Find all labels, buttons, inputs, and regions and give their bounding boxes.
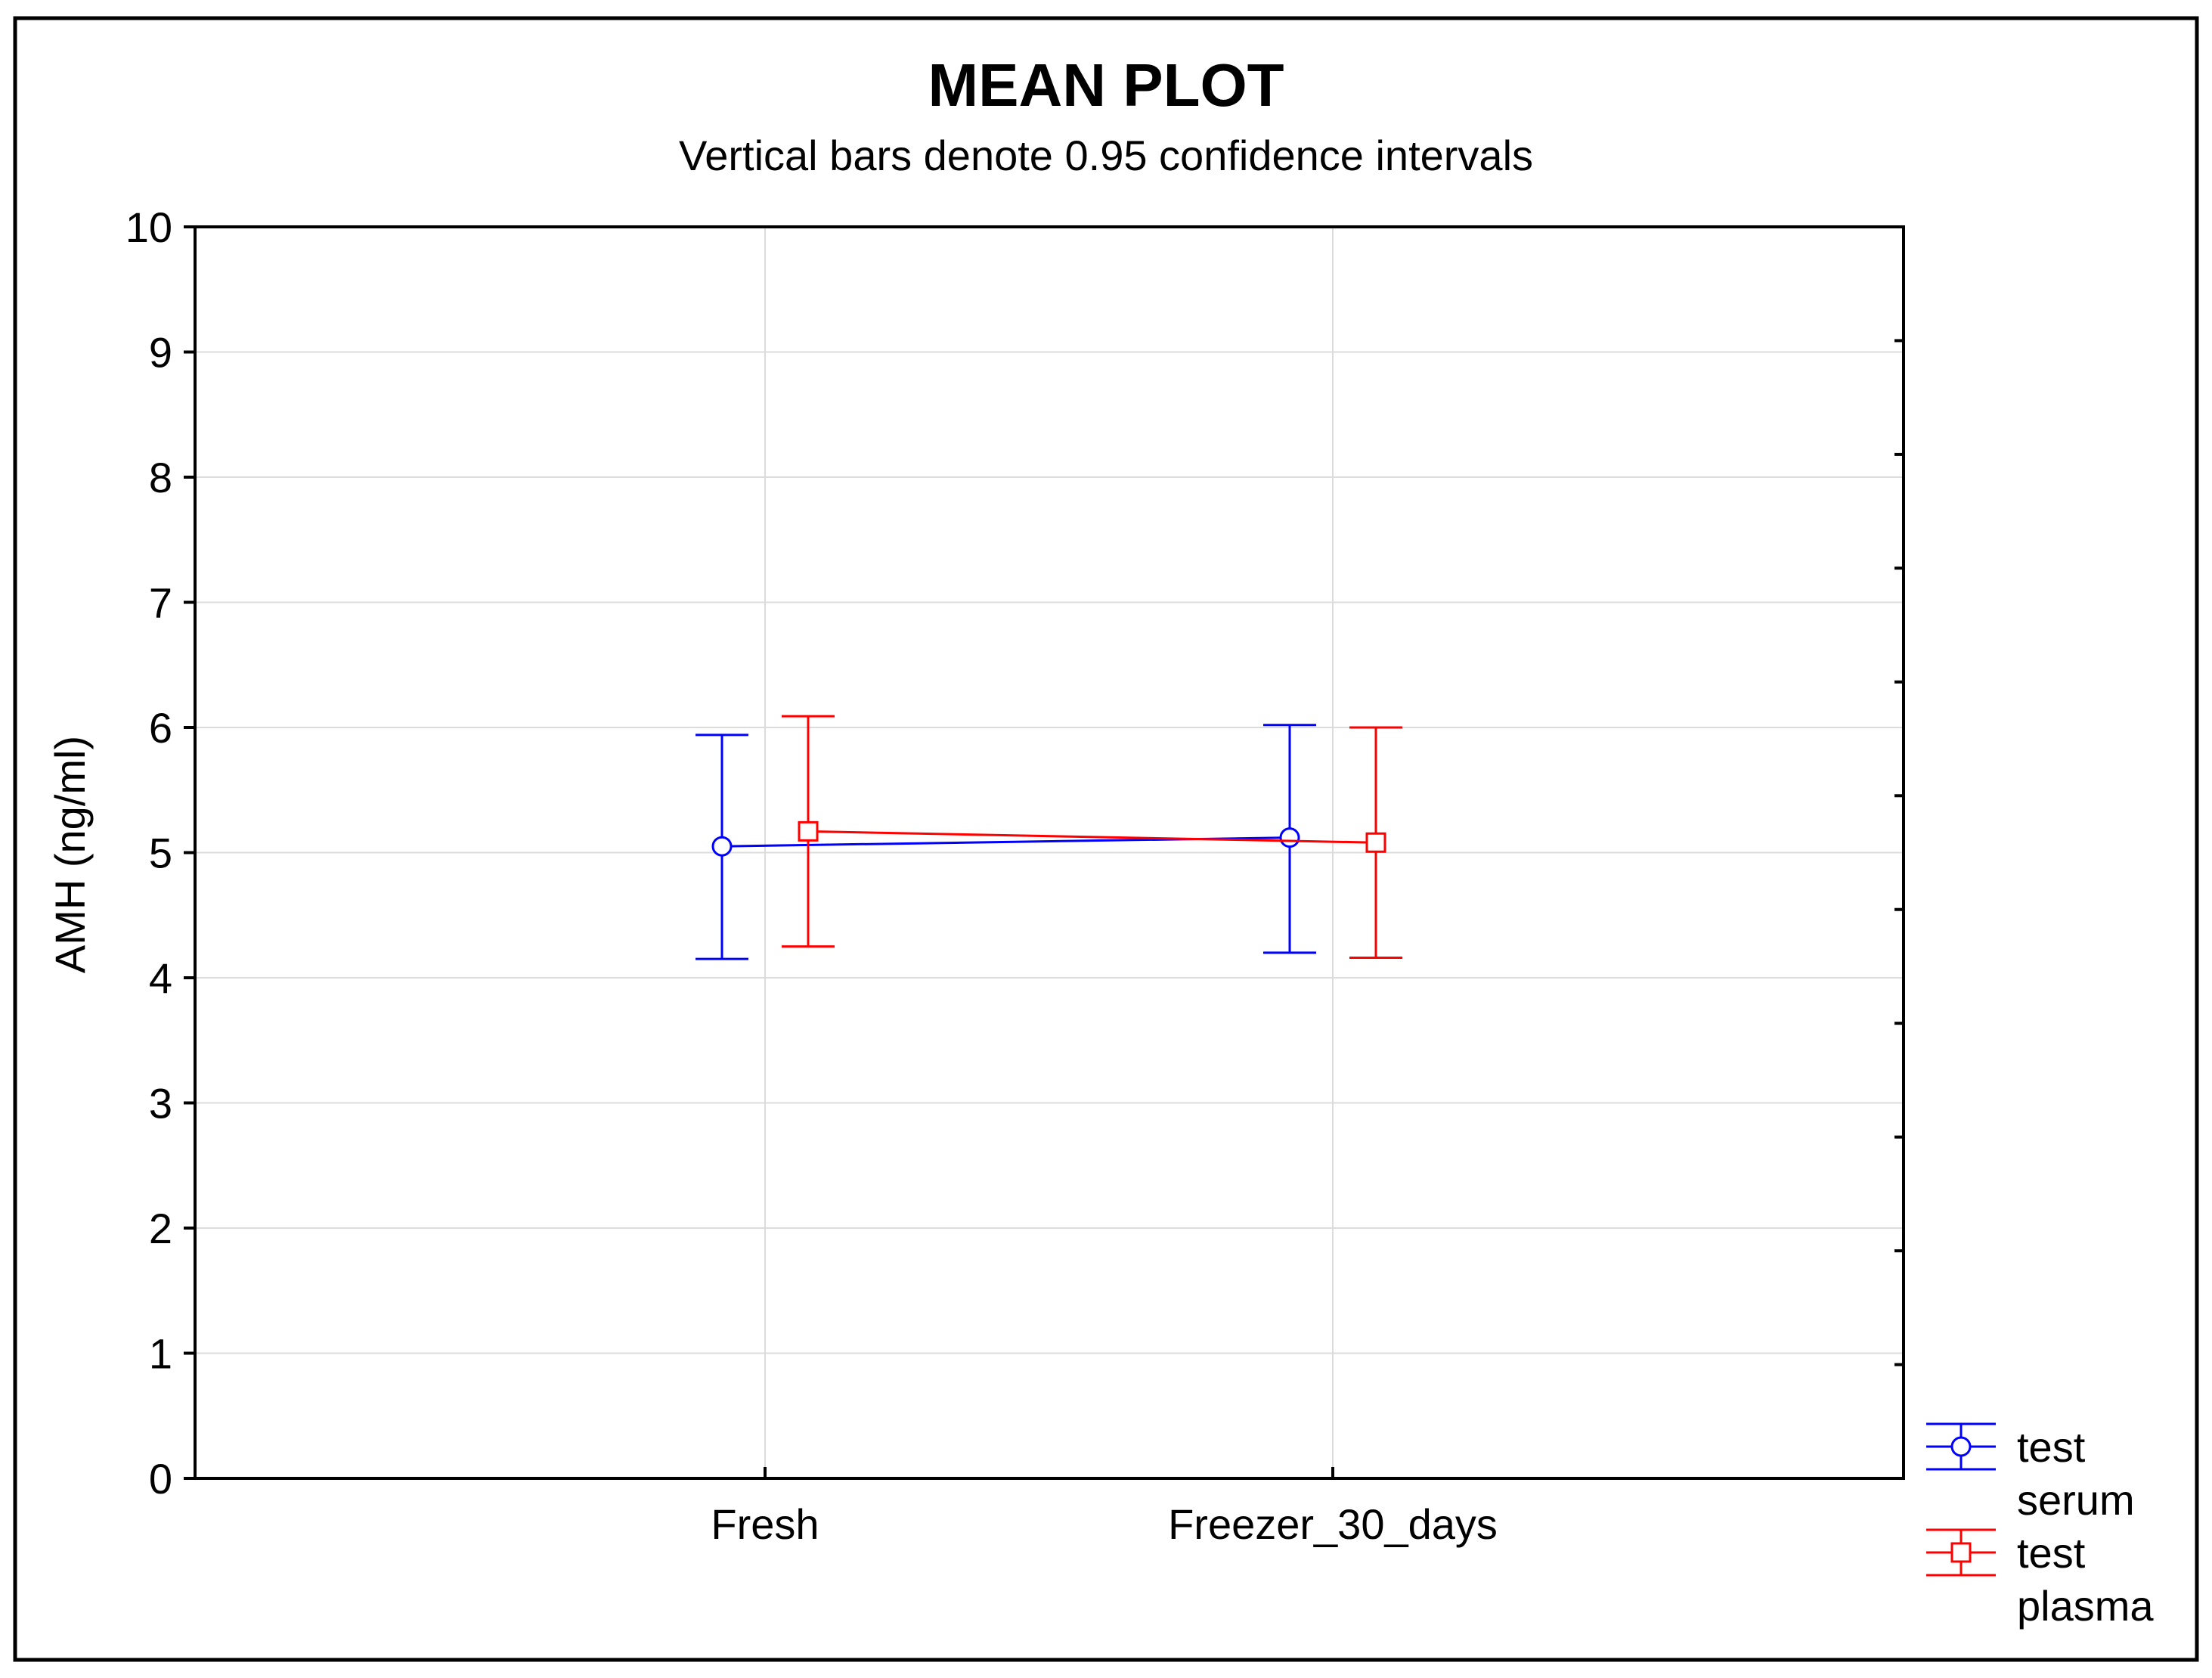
legend-label: plasma [2017, 1582, 2154, 1630]
y-tick-label: 8 [149, 454, 172, 501]
data-point-circle [711, 836, 733, 857]
outer-frame [13, 16, 2199, 1662]
data-point-square [798, 820, 819, 842]
series-1 [782, 715, 1402, 960]
x-tick-label: Freezer_30_days [1168, 1500, 1498, 1548]
y-tick-label: 0 [149, 1455, 172, 1503]
gridlines [195, 227, 1904, 1478]
y-tick-label: 6 [149, 704, 172, 752]
y-tick-label: 2 [149, 1205, 172, 1252]
y-tick-label: 4 [149, 954, 172, 1002]
series-line [807, 830, 1377, 844]
x-tick-label: Fresh [711, 1500, 819, 1548]
legend-label: serum [2017, 1476, 2135, 1524]
legend-item-0: test serum [1926, 1422, 2135, 1524]
data-point-circle [1279, 827, 1300, 848]
y-tick-label: 9 [149, 329, 172, 377]
chart-subtitle: Vertical bars denote 0.95 confidence int… [679, 132, 1533, 179]
data-point-square [1365, 832, 1386, 853]
y-axis-label: AMH (ng/ml) [46, 736, 94, 973]
y-tick-label: 1 [149, 1330, 172, 1378]
legend-label: test [2017, 1423, 2086, 1471]
legend: test serum test plasma [1926, 1422, 2154, 1630]
y-tick-label: 10 [125, 203, 172, 251]
legend-marker-square [1950, 1542, 1972, 1563]
series-layer [696, 715, 1402, 960]
y-tick-label: 3 [149, 1080, 172, 1127]
axes: 0 1 2 3 4 5 6 7 8 9 10 Fresh Freezer_30_days [125, 203, 1905, 1548]
legend-marker-circle [1950, 1436, 1972, 1457]
legend-item-1: test plasma [1926, 1528, 2154, 1630]
legend-label: test [2017, 1529, 2086, 1577]
chart-title: MEAN PLOT [928, 51, 1284, 119]
y-tick-label: 7 [149, 579, 172, 627]
y-tick-label: 5 [149, 830, 172, 877]
